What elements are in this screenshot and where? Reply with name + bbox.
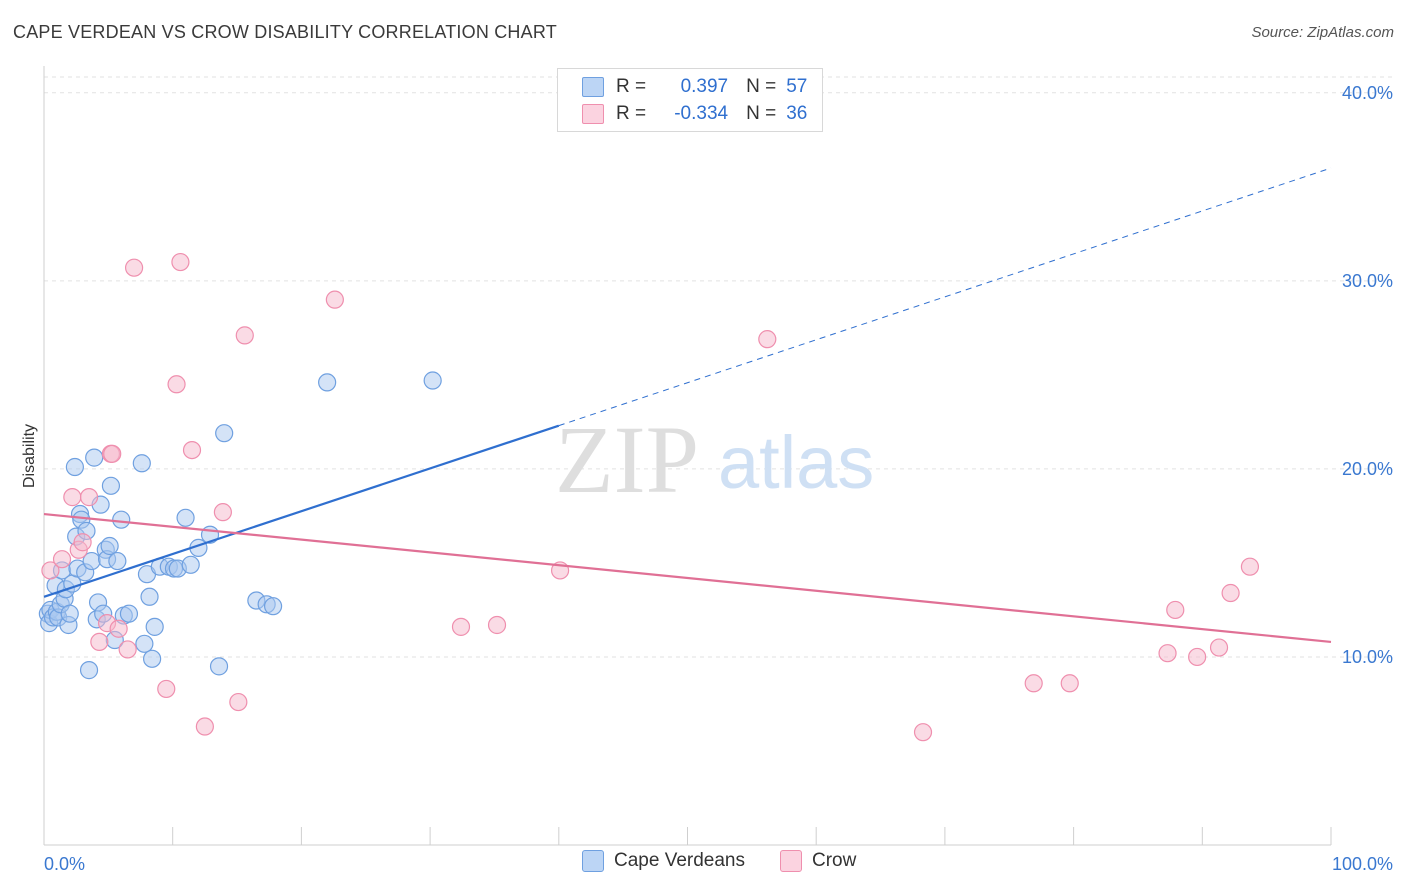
cape-verdean-point [318,373,337,392]
bottom-legend-label: Crow [812,850,857,871]
cape-verdean-point [101,476,121,495]
crow-point [118,640,137,659]
bottom-legend-swatch-pink [780,850,802,872]
cape-verdean-point [119,604,139,623]
watermark-atlas: atlas [718,421,874,504]
crow-point [1166,600,1185,620]
legend-n-value: 36 [786,103,808,124]
crow-point [167,375,186,394]
cape-verdean-point [209,657,229,676]
cape-verdean-point [176,508,195,527]
crow-point [41,561,60,580]
crow-point [171,252,190,272]
crow-point [157,679,176,699]
trend-lines [43,167,1332,644]
cape-verdean-point [85,448,104,467]
legend-swatch-blue [582,77,604,97]
data-points [38,252,1260,742]
legend-r-label: R = [616,76,647,97]
bottom-legend-label: Cape Verdeans [614,850,745,871]
crow-point [1240,557,1260,576]
cape-verdean-point [423,371,442,390]
legend-r-value: -0.334 [674,103,729,124]
legend-n-label: N = [746,103,777,124]
crow-point [73,533,92,552]
legend-n-value: 57 [786,76,808,97]
cape-verdean-point [143,649,162,668]
crow-point [913,723,933,742]
x-tick-label-max: 100.0% [1332,854,1393,874]
cape-verdean-point [108,551,127,571]
bottom-legend-cape-verdeans: Cape Verdeans [582,850,745,872]
cape-verdean-point [145,617,164,636]
legend-r-value: 0.397 [680,76,729,97]
crow-point [63,488,82,507]
cape-verdean-point [79,661,99,680]
y-tick-label: 20.0% [1342,459,1393,479]
crow-point [487,615,507,635]
crow-point [103,444,122,463]
legend-row-cape-verdeans: R = 0.397 N = 57 [582,75,807,99]
crow-point [195,717,214,736]
legend-n-label: N = [746,76,777,97]
x-tick-label-min: 0.0% [44,854,85,874]
chart-title: CAPE VERDEAN VS CROW DISABILITY CORRELAT… [13,22,557,42]
bottom-legend-crow: Crow [780,850,856,872]
crow-point [1024,674,1043,693]
watermark: ZIP atlas [555,406,874,513]
crow-point [182,440,202,460]
y-tick-label: 10.0% [1342,647,1393,667]
cape-verdean-point [181,555,200,574]
legend-swatch-pink [582,104,604,124]
bottom-legend-swatch-blue [582,850,604,872]
source-credit: Source: ZipAtlas.com [1251,24,1394,41]
y-tick-label: 40.0% [1342,83,1393,103]
cape-verdean-trend-extension [558,167,1332,427]
cape-verdean-point [65,457,84,477]
grid-lines [44,76,1392,658]
cape-verdean-point [60,604,79,623]
crow-point [1209,638,1229,657]
crow-point [325,290,344,309]
cape-verdean-point [132,454,151,473]
crow-point [1188,647,1207,667]
cape-verdean-point [135,634,154,653]
cape-verdean-trend-line [43,424,560,598]
crow-point [229,692,248,712]
crow-point [109,619,128,638]
crow-point [213,503,232,522]
crow-point [1158,644,1177,663]
cape-verdean-point [140,587,159,606]
crow-point [1221,583,1240,603]
crow-point [451,617,471,636]
cape-verdean-point [100,536,119,556]
crow-trend-line [43,512,1332,644]
crow-point [124,258,144,277]
crow-point [79,488,99,507]
y-axis-label: Disability [21,424,38,488]
legend-r-label: R = [616,103,647,124]
axis-labels: 10.0% 20.0% 30.0% 40.0% 0.0% 100.0% Disability [21,83,1393,874]
cape-verdean-point [215,424,234,443]
crow-point [758,330,777,349]
crow-point [1060,674,1079,693]
y-tick-label: 30.0% [1342,271,1393,291]
cape-verdean-point [263,597,283,616]
watermark-zip: ZIP [555,406,699,513]
cape-verdean-point [112,510,131,529]
crow-point [90,632,109,652]
crow-point [235,326,254,345]
crow-point [52,550,72,569]
axes [43,66,1332,846]
legend-row-crow: R = -0.334 N = 36 [582,102,807,126]
correlation-legend: R = 0.397 N = 57 R = -0.334 N = 36 [557,68,823,132]
